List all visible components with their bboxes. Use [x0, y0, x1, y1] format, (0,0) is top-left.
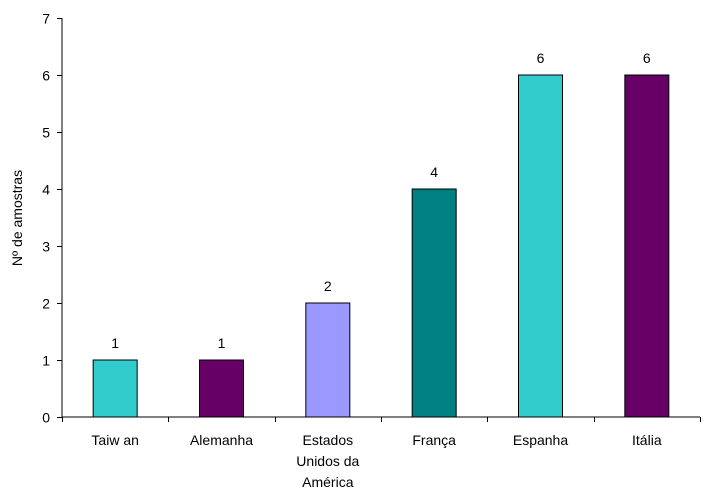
x-category-label: América [302, 474, 354, 490]
data-label: 4 [430, 164, 438, 180]
data-label: 1 [218, 335, 226, 351]
bar-4 [518, 74, 563, 418]
data-label: 2 [324, 278, 332, 294]
y-tick-label: 0 [42, 410, 50, 426]
bar-2 [305, 302, 351, 418]
y-tick-label: 4 [42, 182, 50, 198]
bar-5 [624, 74, 670, 418]
y-tick-label: 3 [42, 239, 50, 255]
bar-1 [199, 359, 244, 418]
plot-area: 0 1 2 3 4 5 6 7 1 Taiw an 1 Alemanha 2 Estados Unidos … [42, 11, 701, 490]
y-tick-label: 5 [42, 125, 50, 141]
x-category-label: Taiw an [91, 432, 138, 448]
data-label: 1 [111, 335, 119, 351]
x-category-label: Unidos da [296, 453, 359, 469]
bar-3 [411, 188, 457, 418]
data-label: 6 [643, 50, 651, 66]
y-tick-label: 6 [42, 68, 50, 84]
data-label: 6 [537, 50, 545, 66]
y-tick-label: 1 [42, 353, 50, 369]
x-category-label: Itália [632, 432, 662, 448]
x-category-label: França [412, 432, 456, 448]
x-category-label: Estados [303, 432, 354, 448]
y-tick-label: 7 [42, 11, 50, 27]
x-category-label: Alemanha [190, 432, 253, 448]
x-category-label: Espanha [513, 432, 568, 448]
y-tick-label: 2 [42, 296, 50, 312]
y-axis-title: Nº de amostras [9, 170, 25, 266]
bar-0 [92, 359, 138, 418]
